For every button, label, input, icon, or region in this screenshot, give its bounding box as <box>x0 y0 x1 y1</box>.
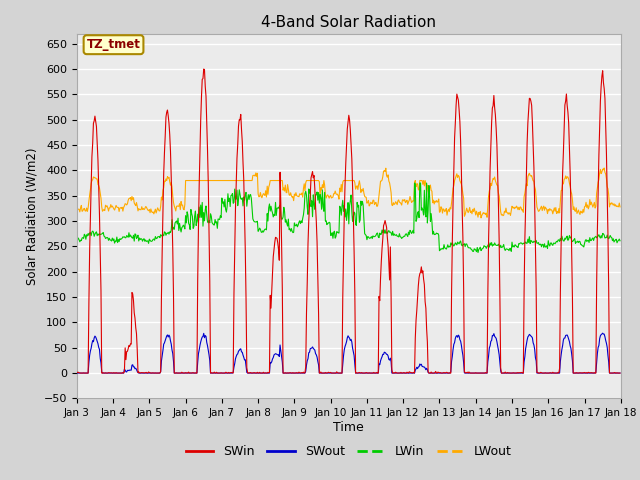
SWin <box>73 370 81 376</box>
LWin <box>616 238 624 244</box>
SWin <box>416 271 424 276</box>
LWin <box>223 209 230 215</box>
LWin <box>431 232 439 238</box>
Line: SWout: SWout <box>77 333 620 373</box>
SWout <box>139 370 147 376</box>
Legend: SWin, SWout, LWin, LWout: SWin, SWout, LWin, LWout <box>180 440 517 463</box>
SWin <box>84 370 92 376</box>
SWout <box>223 370 230 376</box>
LWin <box>83 232 90 238</box>
LWout <box>83 205 90 211</box>
LWin <box>415 215 423 220</box>
SWout <box>73 370 81 376</box>
LWout <box>430 201 438 207</box>
SWout <box>616 370 624 376</box>
SWin <box>140 370 147 375</box>
SWout <box>194 360 202 365</box>
Line: SWin: SWin <box>77 69 620 373</box>
Text: TZ_tmet: TZ_tmet <box>86 38 140 51</box>
LWout <box>600 165 608 171</box>
Title: 4-Band Solar Radiation: 4-Band Solar Radiation <box>261 15 436 30</box>
LWout <box>73 204 81 210</box>
LWin <box>139 239 147 244</box>
SWin <box>77 370 84 376</box>
LWin <box>474 250 482 255</box>
Line: LWout: LWout <box>77 168 620 218</box>
SWin <box>195 225 202 231</box>
Y-axis label: Solar Radiation (W/m2): Solar Radiation (W/m2) <box>25 147 38 285</box>
LWout <box>223 178 230 183</box>
LWin <box>73 237 81 242</box>
LWout <box>194 178 202 183</box>
LWout <box>139 206 147 212</box>
SWin <box>616 370 624 376</box>
SWin <box>432 369 440 374</box>
LWin <box>194 211 202 217</box>
SWout <box>599 330 607 336</box>
SWin <box>224 370 232 376</box>
LWout <box>415 187 422 192</box>
SWout <box>415 364 422 370</box>
LWout <box>616 204 624 210</box>
SWout <box>83 370 90 376</box>
SWout <box>430 370 438 376</box>
LWout <box>477 215 485 221</box>
X-axis label: Time: Time <box>333 421 364 434</box>
LWin <box>411 180 419 186</box>
Line: LWin: LWin <box>77 183 620 252</box>
SWin <box>200 66 207 72</box>
